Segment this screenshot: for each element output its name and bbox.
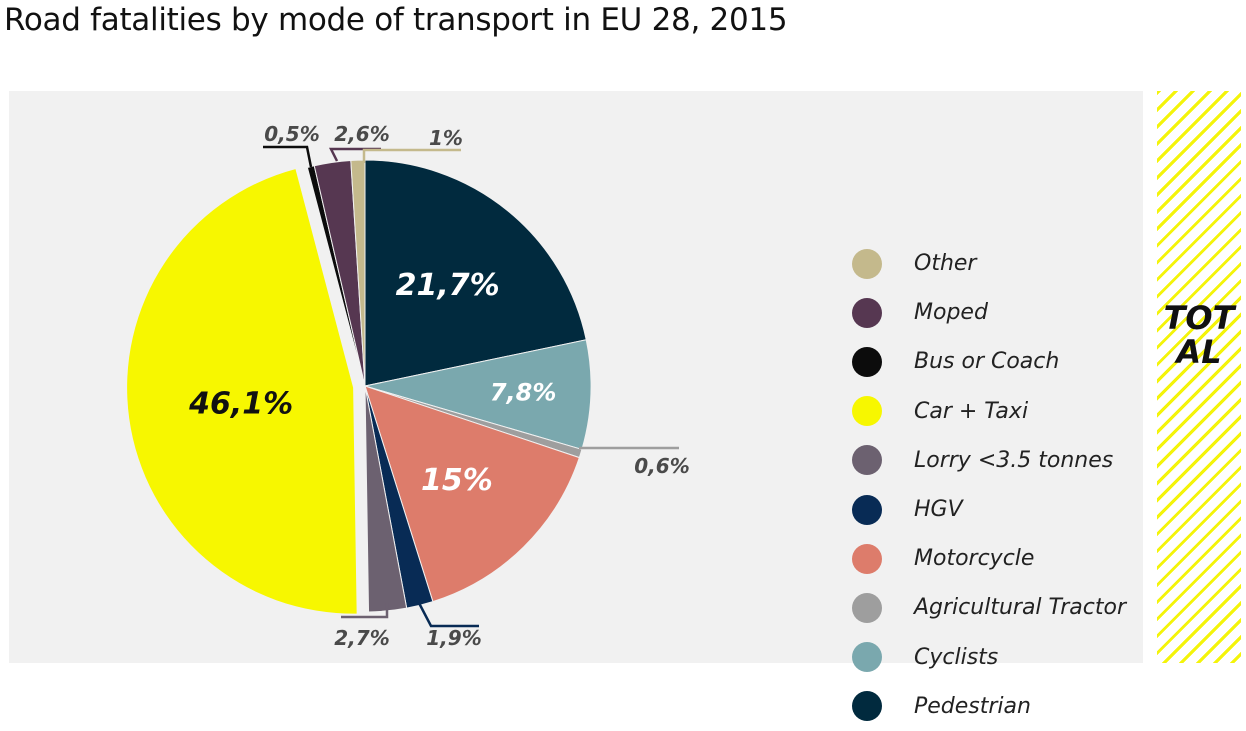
legend-swatch bbox=[852, 248, 882, 279]
legend: Other Moped Bus or Coach Car + Taxi Lorry <3… bbox=[852, 239, 1126, 731]
legend-label: Car + Taxi bbox=[914, 398, 1029, 424]
data-label-moped: 2,6% bbox=[334, 122, 389, 146]
legend-swatch bbox=[852, 396, 882, 427]
legend-swatch bbox=[852, 691, 882, 722]
legend-swatch bbox=[852, 592, 882, 623]
data-label-agricultural-tractor: 0,6% bbox=[634, 454, 689, 478]
legend-item-motorcycle: Motorcycle bbox=[852, 534, 1126, 583]
legend-label: Lorry <3.5 tonnes bbox=[914, 447, 1114, 473]
pie-slice-motorcycle bbox=[364, 385, 580, 603]
leader-line-hgv bbox=[417, 602, 479, 628]
legend-item-cyclists: Cyclists bbox=[852, 633, 1126, 682]
pie-slice-pedestrian bbox=[364, 159, 587, 387]
legend-swatch bbox=[852, 642, 882, 673]
chart-panel: 21,7% 7,8% 0,6% 15% 1,9% 2,7% 46,1% 0,5% 2,6% 1% … bbox=[9, 91, 1143, 722]
pie-chart: 21,7% 7,8% 0,6% 15% 1,9% 2,7% 46,1% 0,5% 2,6% 1% bbox=[127, 122, 690, 650]
legend-item-hgv: HGV bbox=[852, 485, 1126, 534]
data-label-pedestrian: 21,7% bbox=[396, 268, 500, 303]
leader-line-other bbox=[362, 148, 461, 163]
leader-line-lorry-3-5-tonnes bbox=[341, 603, 389, 619]
data-label-other: 1% bbox=[429, 126, 463, 150]
legend-item-bus-or-coach: Bus or Coach bbox=[852, 337, 1126, 386]
legend-item-lorry-3-5-tonnes: Lorry <3.5 tonnes bbox=[852, 436, 1126, 485]
leader-line-bus-or-coach bbox=[263, 145, 313, 168]
total-label: TOTAL bbox=[1163, 299, 1235, 371]
legend-swatch bbox=[852, 494, 882, 525]
data-label-car-taxi: 46,1% bbox=[188, 387, 293, 422]
legend-swatch bbox=[852, 346, 882, 377]
legend-label: Moped bbox=[914, 300, 988, 326]
legend-item-moped: Moped bbox=[852, 288, 1126, 337]
legend-swatch bbox=[852, 445, 882, 476]
legend-label: HGV bbox=[914, 497, 963, 523]
legend-item-other: Other bbox=[852, 239, 1126, 288]
pie-slice-car-taxi bbox=[127, 169, 357, 614]
data-label-lorry-3-5-tonnes: 2,7% bbox=[334, 626, 389, 650]
legend-swatch bbox=[852, 297, 882, 328]
legend-item-car-taxi: Car + Taxi bbox=[852, 387, 1126, 436]
data-label-bus-or-coach: 0,5% bbox=[264, 122, 319, 146]
legend-label: Motorcycle bbox=[914, 546, 1035, 572]
legend-item-agricultural-tractor: Agricultural Tractor bbox=[852, 583, 1126, 632]
legend-item-pedestrian: Pedestrian bbox=[852, 682, 1126, 731]
legend-label: Pedestrian bbox=[914, 693, 1031, 719]
total-side-bar: TOTAL bbox=[1157, 91, 1241, 663]
legend-label: Cyclists bbox=[914, 644, 999, 670]
legend-label: Agricultural Tractor bbox=[914, 595, 1127, 621]
chart-title: Road fatalities by mode of transport in … bbox=[4, 2, 788, 38]
data-label-cyclists: 7,8% bbox=[490, 379, 557, 407]
legend-label: Other bbox=[914, 251, 977, 277]
legend-swatch bbox=[852, 543, 882, 574]
data-label-hgv: 1,9% bbox=[426, 626, 481, 650]
data-label-motorcycle: 15% bbox=[421, 463, 493, 498]
legend-label: Bus or Coach bbox=[914, 349, 1060, 375]
